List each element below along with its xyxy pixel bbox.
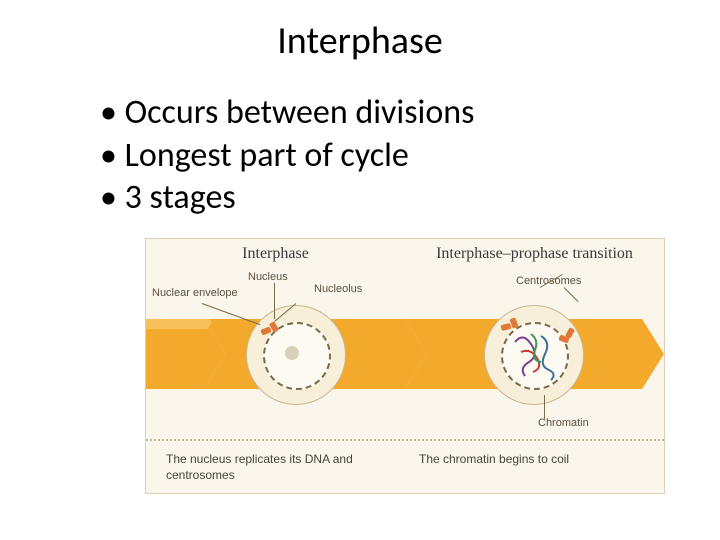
arrow-highlight-1 [146, 319, 212, 329]
bullet-list: Occurs between divisions Longest part of… [40, 92, 680, 220]
label-nucleus: Nucleus [248, 271, 288, 283]
chromatin-icon [501, 322, 569, 390]
cell-prophase-transition [484, 305, 584, 405]
leader-line [274, 283, 275, 319]
cell-interphase [246, 305, 346, 405]
bullet-item: Occurs between divisions [100, 92, 680, 135]
diagram-body: Nuclear envelope Nucleus Nucleolus Centr… [146, 267, 664, 437]
bullet-item: Longest part of cycle [100, 135, 680, 178]
label-chromatin: Chromatin [538, 417, 589, 429]
leader-line [564, 287, 579, 302]
caption-right: The chromatin begins to coil [405, 451, 658, 483]
page-title: Interphase [40, 18, 680, 64]
chromatin-strand [515, 337, 535, 376]
slide: Interphase Occurs between divisions Long… [0, 0, 720, 540]
label-nucleolus: Nucleolus [314, 283, 362, 295]
chromatin-strand [541, 336, 554, 380]
interphase-diagram: Interphase Interphase–prophase transitio… [145, 238, 665, 494]
header-right: Interphase–prophase transition [405, 245, 664, 263]
caption-left: The nucleus replicates its DNA and centr… [152, 451, 405, 483]
arrow-svg [146, 319, 664, 389]
leader-line [544, 395, 545, 419]
diagram-headers: Interphase Interphase–prophase transitio… [146, 239, 664, 267]
nucleolus-left [285, 346, 299, 360]
arrow-band [146, 319, 664, 389]
label-nuclear-envelope: Nuclear envelope [152, 287, 238, 299]
header-left: Interphase [146, 245, 405, 263]
bullet-item: 3 stages [100, 177, 680, 220]
diagram-captions: The nucleus replicates its DNA and centr… [146, 439, 664, 493]
